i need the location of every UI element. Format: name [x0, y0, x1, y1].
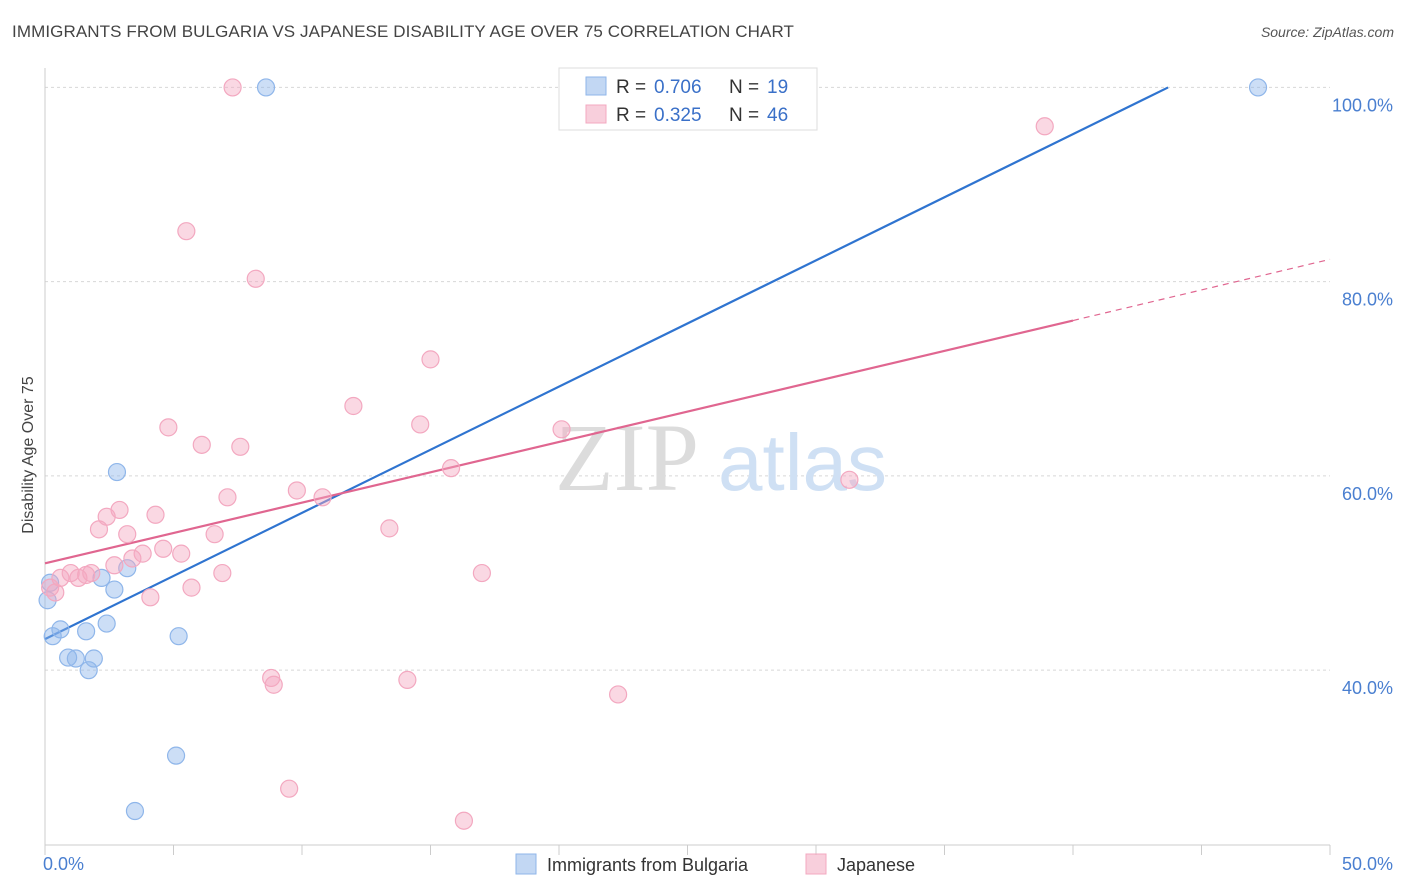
- point-bulgaria: [169, 627, 188, 646]
- chart-title: IMMIGRANTS FROM BULGARIA VS JAPANESE DIS…: [12, 22, 795, 41]
- x-tick-label: 50.0%: [1342, 854, 1393, 874]
- point-japanese: [51, 568, 70, 588]
- point-japanese: [154, 539, 173, 558]
- point-bulgaria: [92, 568, 111, 588]
- point-japanese: [552, 420, 571, 439]
- point-japanese: [123, 549, 142, 568]
- point-japanese: [421, 350, 440, 369]
- watermark-atlas: atlas: [718, 418, 887, 507]
- point-bulgaria: [59, 648, 78, 667]
- source-label: Source: ZipAtlas.com: [1260, 24, 1394, 40]
- legend-n-value: 46: [767, 105, 788, 126]
- point-japanese: [1035, 117, 1054, 136]
- point-bulgaria: [79, 661, 98, 680]
- legend-swatch: [585, 104, 607, 124]
- y-tick-label: 80.0%: [1342, 290, 1393, 310]
- point-japanese: [159, 418, 178, 437]
- point-bulgaria: [125, 801, 145, 821]
- y-tick-label: 100.0%: [1332, 95, 1393, 115]
- point-japanese: [105, 556, 124, 575]
- legend-n-label: N =: [729, 105, 759, 126]
- point-japanese: [380, 519, 399, 538]
- point-japanese: [218, 488, 237, 507]
- point-japanese: [133, 544, 152, 563]
- legend-n-value: 19: [767, 77, 788, 98]
- point-japanese: [182, 578, 201, 597]
- watermark-zip: ZIP: [555, 404, 699, 511]
- point-japanese: [146, 505, 165, 524]
- x-tick-label: 0.0%: [43, 854, 84, 874]
- legend-swatch: [585, 76, 607, 96]
- legend-series: Immigrants from Bulgaria Japanese: [515, 853, 915, 875]
- trend-line-japanese-extension: [1072, 258, 1331, 322]
- trend-lines: [44, 86, 1331, 641]
- trend-line-japanese: [44, 319, 1074, 565]
- point-bulgaria: [166, 746, 186, 765]
- y-tick-label: 40.0%: [1342, 678, 1393, 698]
- point-japanese: [110, 500, 129, 520]
- point-japanese: [172, 544, 191, 563]
- point-bulgaria: [41, 573, 60, 592]
- legend-series-swatch: [805, 853, 827, 875]
- legend-r-label: R =: [616, 77, 646, 98]
- point-japanese: [213, 563, 232, 583]
- point-japanese: [205, 525, 224, 544]
- point-japanese: [344, 396, 363, 416]
- trend-line-bulgaria: [44, 86, 1169, 641]
- point-japanese: [141, 588, 160, 607]
- point-japanese: [472, 563, 491, 583]
- point-japanese: [840, 470, 859, 489]
- point-japanese: [82, 563, 101, 583]
- point-japanese: [118, 525, 137, 544]
- x-tick-labels: 0.0% 50.0%: [43, 854, 1393, 874]
- legend-r-value: 0.325: [654, 105, 702, 126]
- point-japanese: [264, 675, 283, 694]
- point-bulgaria: [43, 627, 62, 646]
- point-bulgaria: [66, 649, 85, 668]
- point-bulgaria: [97, 614, 116, 633]
- point-japanese: [398, 670, 417, 689]
- y-tick-labels: 40.0% 60.0% 80.0% 100.0%: [1332, 95, 1393, 698]
- y-axis-label: Disability Age Over 75: [20, 376, 37, 534]
- point-japanese: [192, 435, 211, 454]
- point-bulgaria: [51, 620, 70, 639]
- legend-series-label: Japanese: [837, 855, 915, 875]
- legend-r-label: R =: [616, 105, 646, 126]
- y-tick-label: 60.0%: [1342, 484, 1393, 504]
- point-japanese: [280, 779, 299, 798]
- point-japanese: [411, 415, 430, 434]
- point-japanese: [231, 437, 250, 456]
- watermark: ZIP atlas: [555, 404, 887, 511]
- point-bulgaria: [77, 622, 96, 641]
- data-points: [38, 78, 1268, 830]
- legend-series-label: Immigrants from Bulgaria: [547, 855, 749, 875]
- point-japanese: [441, 459, 461, 478]
- point-japanese: [246, 269, 265, 288]
- point-bulgaria: [107, 462, 127, 482]
- point-bulgaria: [84, 649, 103, 668]
- axes: [44, 68, 1331, 855]
- point-bulgaria: [256, 78, 276, 97]
- point-japanese: [177, 222, 196, 241]
- legend-series-swatch: [515, 853, 537, 875]
- legend-n-label: N =: [729, 77, 759, 98]
- point-bulgaria: [1248, 78, 1268, 97]
- grid-lines: [45, 86, 1330, 671]
- point-bulgaria: [105, 580, 124, 599]
- legend-stats: R = 0.706 N = 19 R = 0.325 N = 46: [558, 67, 818, 131]
- legend-r-value: 0.706: [654, 77, 702, 98]
- point-japanese: [313, 488, 332, 507]
- point-japanese: [223, 78, 242, 97]
- point-japanese: [609, 685, 628, 704]
- point-japanese: [454, 811, 474, 830]
- point-japanese: [287, 481, 306, 500]
